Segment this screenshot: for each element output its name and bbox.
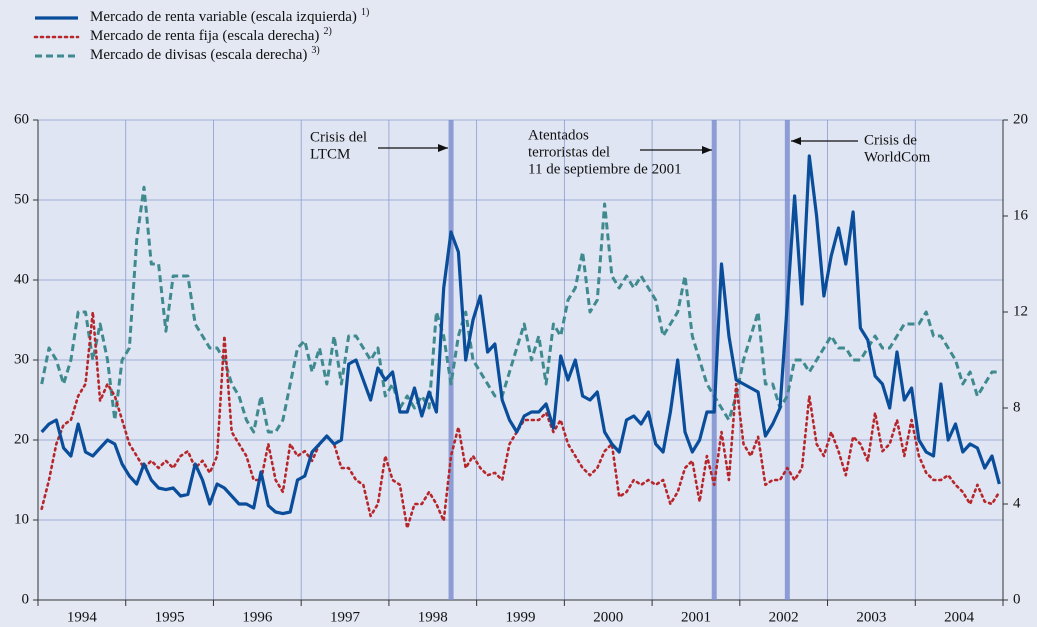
x-tick-label: 2001	[681, 609, 711, 625]
legend-note: 1)	[361, 7, 369, 18]
x-tick-label: 2004	[944, 609, 975, 625]
x-tick-label: 2003	[856, 609, 886, 625]
y-tick-label: 50	[14, 191, 29, 207]
y-tick-label: 0	[22, 591, 30, 607]
x-tick-label: 1999	[506, 609, 536, 625]
series-line	[40, 154, 1001, 516]
arrow-head	[791, 137, 801, 145]
x-tick-label: 1995	[155, 609, 185, 625]
event-line	[784, 120, 790, 600]
y2-tick-label: 20	[1013, 111, 1028, 127]
series-line	[40, 185, 1000, 434]
x-tick-label: 1997	[330, 609, 361, 625]
legend-name: Mercado de divisas (escala derecha)	[90, 47, 307, 63]
x-tick-label: 2002	[769, 609, 799, 625]
x-tick-label: 1998	[418, 609, 448, 625]
y-tick-label: 60	[14, 111, 29, 127]
y-tick-label: 10	[14, 511, 29, 527]
legend-note: 3)	[311, 45, 319, 56]
y2-tick-label: 12	[1013, 303, 1028, 319]
legend-name: Mercado de renta fija (escala derecha)	[90, 28, 319, 44]
x-tick-label: 2000	[593, 609, 623, 625]
arrow-head	[702, 146, 712, 154]
event-line	[448, 120, 454, 600]
x-tick-label: 1996	[242, 609, 273, 625]
annotation-text: terroristas del	[528, 144, 610, 160]
legend-name: Mercado de renta variable (escala izquie…	[90, 9, 357, 25]
annotation-text: Crisis del	[310, 129, 367, 145]
y2-tick-label: 16	[1013, 207, 1029, 223]
y2-tick-label: 4	[1013, 495, 1021, 511]
y2-tick-label: 8	[1013, 399, 1021, 415]
y2-tick-label: 0	[1013, 591, 1021, 607]
arrow-head	[438, 144, 448, 152]
x-tick-label: 1994	[67, 609, 98, 625]
y-tick-label: 20	[14, 431, 29, 447]
annotation-text: WorldCom	[864, 149, 931, 165]
y-tick-label: 40	[14, 271, 29, 287]
annotation-text: LTCM	[310, 146, 350, 162]
legend-note: 2)	[323, 26, 331, 37]
annotation-text: Atentados	[528, 127, 589, 143]
annotation-text: Crisis de	[864, 132, 917, 148]
legend-label: Mercado de renta fija (escala derecha) 2)	[90, 26, 332, 44]
legend-label: Mercado de renta variable (escala izquie…	[90, 7, 369, 25]
legend-label: Mercado de divisas (escala derecha) 3)	[90, 45, 320, 63]
y-tick-label: 30	[14, 351, 29, 367]
series-line	[40, 310, 1001, 530]
annotation-text: 11 de septiembre de 2001	[528, 161, 682, 177]
event-line	[711, 120, 717, 600]
